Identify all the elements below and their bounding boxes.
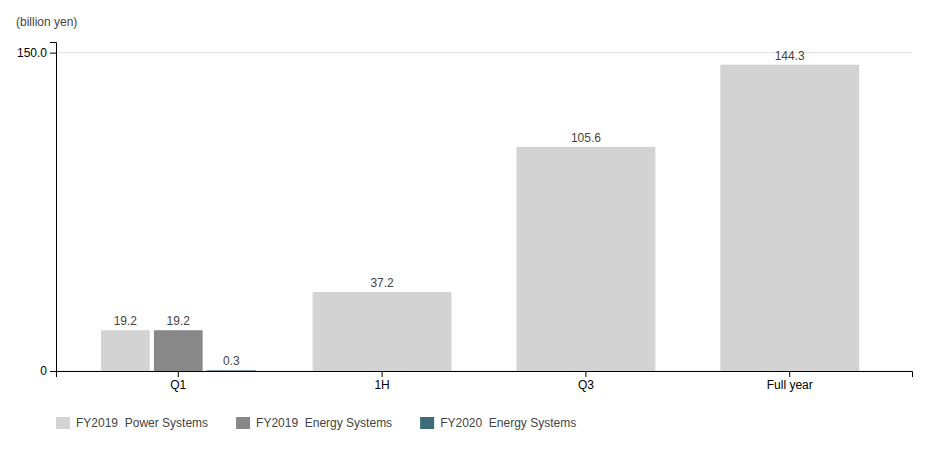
x-axis: Q1 1H Q3 Full year	[57, 371, 913, 392]
bars	[101, 65, 859, 371]
legend-item: FY2019 Energy Systems	[236, 416, 392, 430]
legend-item: FY2020 Energy Systems	[420, 416, 576, 430]
axis-title: (billion yen)	[16, 15, 77, 29]
legend-label: FY2019 Power Systems	[76, 416, 208, 430]
tick-mark	[50, 371, 56, 372]
data-label: 144.3	[775, 49, 805, 63]
tick-label: Full year	[767, 378, 813, 392]
tick-label: 150.0	[17, 46, 47, 60]
legend-label: FY2019 Energy Systems	[256, 416, 392, 430]
tick: Full year	[767, 371, 813, 392]
tick-label: 0	[40, 364, 47, 378]
data-label: 19.2	[114, 314, 138, 328]
tick-label: Q3	[578, 378, 594, 392]
bar	[313, 292, 452, 371]
bar	[154, 330, 203, 371]
legend-label: FY2020 Energy Systems	[440, 416, 576, 430]
legend-swatch	[56, 417, 70, 429]
data-label: 37.2	[370, 276, 394, 290]
axis-line	[57, 372, 913, 378]
tick-label: Q1	[170, 378, 186, 392]
data-label: 105.6	[571, 131, 601, 145]
y-axis: 0 150.0	[17, 43, 57, 379]
tick-mark	[178, 371, 179, 377]
tick: Q3	[578, 371, 594, 392]
tick-label: 1H	[374, 378, 389, 392]
tick-mark	[50, 53, 56, 54]
tick: 0	[40, 364, 56, 378]
tick: 1H	[374, 371, 389, 392]
tick-mark	[585, 371, 586, 377]
bar	[720, 65, 859, 371]
legend-swatch	[236, 417, 250, 429]
tick: Q1	[170, 371, 186, 392]
legend-item: FY2019 Power Systems	[56, 416, 208, 430]
bar	[101, 330, 150, 371]
data-label: 0.3	[223, 354, 240, 368]
data-label: 19.2	[167, 314, 191, 328]
bar	[516, 147, 655, 371]
grid	[56, 53, 912, 371]
tick-mark	[382, 371, 383, 377]
plot: 19.2 19.2 0.3 37.2 105.6 144.3 Q1 1H Q3 Full year…	[17, 43, 913, 392]
tick-mark	[789, 371, 790, 377]
bar	[207, 370, 256, 371]
tick: 150.0	[17, 46, 56, 60]
axis-line	[50, 43, 57, 372]
legend-swatch	[420, 417, 434, 429]
chart: 19.2 19.2 0.3 37.2 105.6 144.3 Q1 1H Q3 Full year…	[0, 0, 936, 455]
legend: FY2019 Power Systems FY2019 Energy System…	[56, 416, 576, 430]
data-labels: 19.2 19.2 0.3 37.2 105.6 144.3	[114, 49, 805, 369]
